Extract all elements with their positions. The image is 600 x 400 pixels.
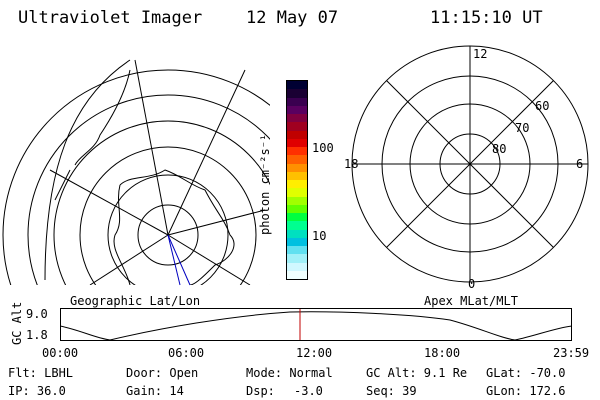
lat-label-70: 70: [515, 121, 529, 135]
colorbar-swatch: [287, 262, 307, 271]
longitude-lines: [49, 59, 266, 285]
colorbar-swatch: [287, 147, 307, 156]
timeline-xtick-2359: 23:59: [553, 346, 590, 360]
geographic-map: [2, 59, 270, 286]
colorbar-tick-100: 100: [312, 141, 334, 155]
colorbar-tick-10: 10: [312, 229, 327, 243]
mlt-label-12: 12: [473, 47, 487, 61]
time-label: 11:15:10 UT: [430, 8, 543, 28]
timeline-xtick-1200: 12:00: [296, 346, 333, 360]
mlt-label-6: 6: [576, 157, 583, 171]
colorbar-swatch: [287, 229, 307, 238]
info-glat: GLat: -70.0: [486, 366, 566, 380]
timeline-ytick-9: 9.0: [26, 307, 48, 321]
colorbar-swatch: [287, 237, 307, 246]
colorbar-swatch: [287, 270, 307, 279]
geo-map-label: Geographic Lat/Lon: [70, 294, 201, 308]
colorbar-swatch: [287, 89, 307, 98]
latitude-circles: [2, 69, 270, 285]
colorbar-swatch: [287, 188, 307, 197]
altitude-timeline: [60, 308, 572, 341]
colorbar-swatch: [287, 196, 307, 205]
colorbar-unit-label: photon cm⁻²s⁻¹: [258, 133, 272, 235]
colorbar-swatch: [287, 180, 307, 189]
colorbar-swatch: [287, 204, 307, 213]
colorbar-swatch: [287, 213, 307, 222]
info-dsp-value: -3.0: [294, 384, 323, 398]
altitude-curve: [60, 311, 572, 341]
colorbar: [286, 80, 308, 280]
satellite-track: [167, 234, 191, 286]
info-mode: Mode: Normal: [246, 366, 333, 380]
mlt-label-0: 0: [468, 277, 475, 290]
timeline-xtick-0000: 00:00: [42, 346, 79, 360]
info-gain: Gain: 14: [126, 384, 184, 398]
lat-label-60: 60: [535, 99, 549, 113]
antarctica-coastline: [119, 169, 235, 285]
colorbar-swatch: [287, 130, 307, 139]
polar-label: Apex MLat/MLT: [424, 294, 518, 308]
colorbar-swatch: [287, 254, 307, 263]
info-dsp-label: Dsp:: [246, 384, 275, 398]
info-glon: GLon: 172.6: [486, 384, 566, 398]
info-flt: Flt: LBHL: [8, 366, 74, 380]
info-gc-alt: GC Alt: 9.1 Re: [366, 366, 468, 380]
info-ip: IP: 36.0: [8, 384, 66, 398]
timeline-y-label: GC Alt: [10, 301, 24, 345]
earth-limb: [44, 59, 131, 281]
info-door: Door: Open: [126, 366, 199, 380]
colorbar-swatch: [287, 114, 307, 123]
colorbar-swatch: [287, 246, 307, 255]
colorbar-swatch: [287, 105, 307, 114]
polar-plot: 12 18 6 0 60 70 80: [344, 45, 589, 290]
colorbar-swatch: [287, 81, 307, 90]
mlt-label-18: 18: [344, 157, 358, 171]
timeline-ytick-1.8: 1.8: [26, 328, 48, 342]
colorbar-swatch: [287, 221, 307, 230]
instrument-title: Ultraviolet Imager: [18, 8, 203, 28]
colorbar-swatch: [287, 97, 307, 106]
lat-label-80: 80: [492, 142, 506, 156]
info-seq: Seq: 39: [366, 384, 417, 398]
colorbar-swatch: [287, 163, 307, 172]
timeline-xtick-1800: 18:00: [424, 346, 461, 360]
colorbar-swatch: [287, 171, 307, 180]
new-zealand-coast: [74, 69, 131, 166]
date-label: 12 May 07: [246, 8, 339, 28]
timeline-xtick-0600: 06:00: [168, 346, 205, 360]
colorbar-swatch: [287, 122, 307, 131]
colorbar-swatch: [287, 155, 307, 164]
colorbar-swatch: [287, 138, 307, 147]
